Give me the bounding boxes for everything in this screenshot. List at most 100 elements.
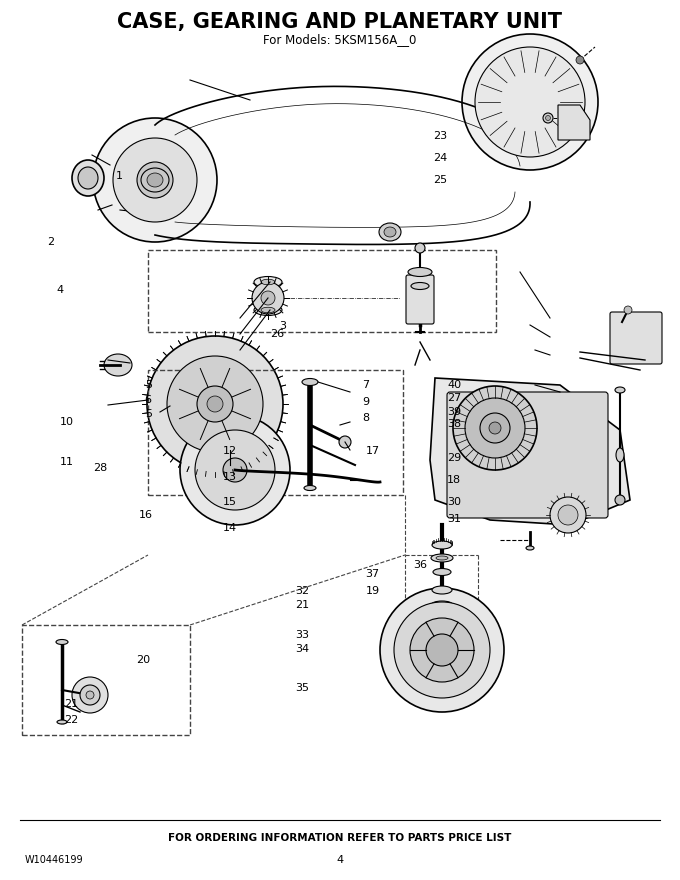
Text: 19: 19	[366, 586, 379, 597]
Text: 3: 3	[279, 320, 286, 331]
Circle shape	[93, 118, 217, 242]
Ellipse shape	[261, 307, 275, 312]
Circle shape	[624, 306, 632, 314]
Text: 5: 5	[145, 380, 152, 391]
Text: 7: 7	[362, 380, 369, 391]
Ellipse shape	[615, 387, 625, 393]
Circle shape	[465, 398, 525, 458]
Text: 24: 24	[434, 153, 447, 164]
Ellipse shape	[261, 279, 275, 285]
Text: 28: 28	[94, 463, 107, 473]
Text: FOR ORDERING INFORMATION REFER TO PARTS PRICE LIST: FOR ORDERING INFORMATION REFER TO PARTS …	[169, 833, 511, 843]
Text: 6: 6	[145, 394, 152, 405]
FancyBboxPatch shape	[610, 312, 662, 364]
Ellipse shape	[431, 554, 453, 562]
Text: 29: 29	[447, 452, 461, 463]
Text: 20: 20	[136, 655, 150, 665]
Text: 12: 12	[223, 445, 237, 456]
Text: 35: 35	[296, 683, 309, 693]
Text: 40: 40	[447, 380, 461, 391]
Circle shape	[137, 162, 173, 198]
Text: 2: 2	[48, 237, 54, 247]
Text: 15: 15	[223, 496, 237, 507]
Text: 36: 36	[413, 560, 427, 570]
Ellipse shape	[254, 304, 282, 316]
Ellipse shape	[379, 223, 401, 241]
Polygon shape	[430, 378, 630, 525]
Circle shape	[339, 436, 351, 448]
Ellipse shape	[432, 586, 452, 594]
Text: 10: 10	[60, 417, 73, 428]
Text: 38: 38	[447, 419, 461, 429]
Text: 8: 8	[362, 413, 369, 423]
Text: 37: 37	[366, 568, 379, 579]
Text: 22: 22	[65, 715, 78, 725]
Ellipse shape	[304, 486, 316, 490]
Text: 25: 25	[434, 174, 447, 185]
Text: 14: 14	[223, 523, 237, 533]
Circle shape	[415, 243, 425, 253]
Ellipse shape	[104, 354, 132, 376]
Circle shape	[489, 422, 501, 434]
Ellipse shape	[411, 282, 429, 290]
Ellipse shape	[436, 556, 448, 560]
Ellipse shape	[141, 168, 169, 192]
Text: 33: 33	[296, 630, 309, 641]
Text: 11: 11	[60, 457, 73, 467]
Text: 9: 9	[362, 397, 369, 407]
Circle shape	[426, 634, 458, 666]
Ellipse shape	[432, 541, 452, 549]
Circle shape	[410, 618, 474, 682]
Text: 26: 26	[271, 329, 284, 340]
Text: 31: 31	[447, 514, 461, 524]
Ellipse shape	[384, 227, 396, 237]
Circle shape	[113, 138, 197, 222]
Ellipse shape	[57, 720, 67, 724]
Circle shape	[558, 505, 578, 525]
Circle shape	[480, 413, 510, 443]
Circle shape	[223, 458, 247, 482]
Ellipse shape	[433, 568, 451, 576]
Text: W10446199: W10446199	[25, 855, 84, 865]
Text: 39: 39	[447, 407, 461, 417]
Circle shape	[545, 115, 551, 121]
Circle shape	[207, 396, 223, 412]
Ellipse shape	[408, 268, 432, 276]
Ellipse shape	[526, 546, 534, 550]
FancyBboxPatch shape	[406, 275, 434, 324]
Ellipse shape	[254, 276, 282, 288]
Text: 4: 4	[337, 855, 343, 865]
Circle shape	[543, 113, 553, 123]
Text: 32: 32	[296, 586, 309, 597]
Circle shape	[462, 34, 598, 170]
Polygon shape	[558, 105, 590, 140]
Ellipse shape	[72, 160, 104, 196]
Text: 21: 21	[296, 600, 309, 611]
Circle shape	[86, 691, 94, 699]
Circle shape	[576, 56, 584, 64]
Circle shape	[453, 386, 537, 470]
FancyBboxPatch shape	[447, 392, 608, 518]
Circle shape	[167, 356, 263, 452]
Text: CASE, GEARING AND PLANETARY UNIT: CASE, GEARING AND PLANETARY UNIT	[118, 12, 562, 32]
Circle shape	[475, 47, 585, 157]
Circle shape	[394, 602, 490, 698]
Circle shape	[195, 430, 275, 510]
Text: 34: 34	[296, 644, 309, 655]
Text: 13: 13	[223, 472, 237, 482]
Circle shape	[80, 685, 100, 705]
Text: 30: 30	[447, 496, 461, 507]
Ellipse shape	[302, 378, 318, 385]
Text: 23: 23	[434, 131, 447, 142]
Circle shape	[72, 677, 108, 713]
Text: 21: 21	[65, 699, 78, 709]
Ellipse shape	[56, 640, 68, 644]
Text: 5: 5	[145, 408, 152, 419]
Circle shape	[615, 495, 625, 505]
Ellipse shape	[147, 173, 163, 187]
Circle shape	[550, 497, 586, 533]
Text: 27: 27	[447, 392, 461, 403]
Circle shape	[180, 415, 290, 525]
Circle shape	[380, 588, 504, 712]
Circle shape	[261, 291, 275, 305]
